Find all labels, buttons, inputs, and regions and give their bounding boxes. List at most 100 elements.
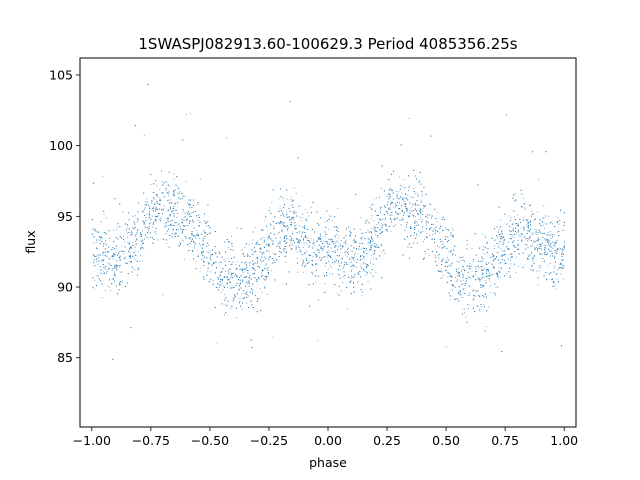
data-point xyxy=(280,252,282,254)
data-point xyxy=(517,243,519,245)
data-point xyxy=(135,254,137,256)
data-point xyxy=(478,267,480,269)
data-point xyxy=(502,254,504,256)
data-point xyxy=(167,220,169,222)
data-point xyxy=(559,248,561,250)
data-point xyxy=(182,210,184,212)
data-point xyxy=(305,218,307,220)
data-point xyxy=(485,293,486,295)
data-point xyxy=(485,292,487,294)
data-point xyxy=(370,248,372,250)
data-point xyxy=(348,281,350,283)
data-point xyxy=(363,262,365,263)
data-point xyxy=(188,203,190,205)
data-point xyxy=(503,275,505,277)
data-point xyxy=(279,222,281,224)
data-point xyxy=(379,228,381,230)
data-point xyxy=(174,189,176,191)
data-point xyxy=(247,253,248,255)
data-point xyxy=(365,263,367,265)
data-point xyxy=(404,187,406,189)
data-point xyxy=(282,212,284,214)
data-point xyxy=(518,235,520,237)
data-point xyxy=(102,254,104,256)
data-point xyxy=(286,238,288,240)
data-point xyxy=(168,171,170,173)
data-point xyxy=(410,196,411,198)
data-point xyxy=(468,304,470,306)
data-point xyxy=(299,231,301,233)
data-point xyxy=(149,236,151,238)
data-point xyxy=(527,247,529,249)
data-point xyxy=(497,273,498,275)
data-point xyxy=(242,270,243,272)
data-point xyxy=(298,225,300,227)
data-point xyxy=(356,261,358,263)
data-point xyxy=(111,265,112,266)
data-point xyxy=(220,272,222,274)
data-point xyxy=(381,227,383,229)
data-point xyxy=(226,277,228,279)
data-point xyxy=(119,266,120,268)
data-point xyxy=(370,217,372,219)
data-point xyxy=(554,285,556,287)
data-point xyxy=(220,278,222,280)
data-point xyxy=(551,253,553,254)
data-point xyxy=(508,215,510,217)
data-point xyxy=(458,293,460,295)
data-point xyxy=(165,189,167,191)
data-point xyxy=(512,241,514,243)
data-point xyxy=(470,278,472,280)
data-point xyxy=(526,223,528,225)
data-point xyxy=(119,264,121,266)
data-point xyxy=(487,241,488,243)
data-point xyxy=(199,271,201,273)
data-point xyxy=(135,235,137,237)
data-point xyxy=(291,196,292,198)
data-point xyxy=(189,206,190,208)
data-point xyxy=(352,263,354,265)
data-point xyxy=(237,268,238,270)
data-point xyxy=(523,217,525,219)
data-point xyxy=(496,251,498,253)
data-point xyxy=(554,242,556,244)
data-point xyxy=(308,284,310,286)
data-point xyxy=(184,212,186,214)
data-point xyxy=(283,240,285,242)
data-point xyxy=(121,237,123,239)
data-point xyxy=(149,216,150,218)
data-point xyxy=(327,228,329,230)
data-point xyxy=(406,222,408,224)
data-point xyxy=(135,241,136,243)
data-point xyxy=(393,207,395,209)
data-point xyxy=(246,243,247,245)
data-point xyxy=(111,270,113,271)
data-point xyxy=(240,275,242,277)
data-point xyxy=(228,268,230,270)
data-point xyxy=(298,239,300,241)
data-point xyxy=(113,229,115,231)
data-point xyxy=(464,270,465,271)
data-point xyxy=(466,248,468,250)
data-point xyxy=(460,294,462,296)
data-point xyxy=(286,198,288,200)
data-point xyxy=(93,254,95,256)
data-point xyxy=(208,263,210,265)
data-point xyxy=(389,215,391,217)
data-point xyxy=(93,262,95,263)
data-point xyxy=(103,267,105,268)
data-point xyxy=(172,220,173,221)
data-point xyxy=(435,261,437,262)
data-point xyxy=(538,237,540,239)
data-point xyxy=(228,278,230,280)
data-point xyxy=(112,258,114,260)
data-point xyxy=(546,242,548,244)
data-point xyxy=(449,299,451,301)
data-point xyxy=(563,241,565,243)
data-point xyxy=(203,278,205,280)
data-point xyxy=(255,242,257,244)
data-point xyxy=(549,222,551,224)
data-point xyxy=(173,229,174,231)
data-point xyxy=(421,219,423,220)
data-point xyxy=(215,261,217,263)
